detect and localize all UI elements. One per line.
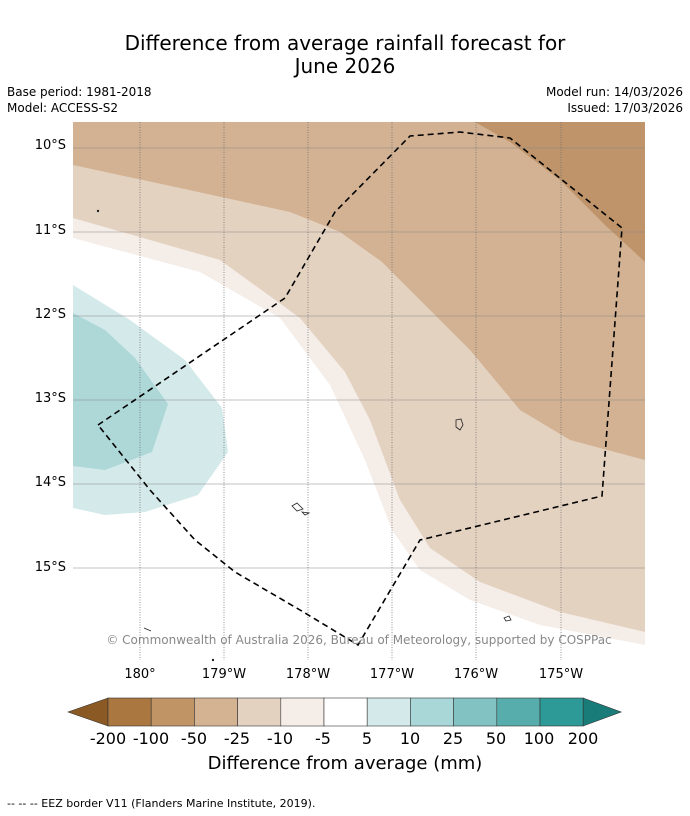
colorbar-swatch-4 [237,697,282,727]
title-line-2: June 2026 [294,54,396,78]
lon-label-177w: 177°W [369,667,415,682]
cb-tick-8: 25 [442,729,464,748]
lon-label-178w: 178°W [285,667,331,682]
base-period: Base period: 1981-2018 [7,85,152,99]
lon-label-179w: 179°W [201,667,247,682]
colorbar-swatch-7 [366,697,411,727]
cb-tick-1: -100 [132,729,170,748]
model-name: Model: ACCESS-S2 [7,101,119,115]
cb-tick-7: 10 [399,729,421,748]
lon-label-176w: 176°W [453,667,499,682]
island-2 [291,502,304,512]
region-plus-25 [73,313,168,470]
cb-tick-3: -25 [223,729,251,748]
colorbar [67,697,623,727]
cb-tick-4: -10 [266,729,294,748]
cb-tick-0: -200 [89,729,127,748]
colorbar-extend-high [582,697,623,727]
eez-legend-note: -- -- -- EEZ border V11 (Flanders Marine… [7,797,316,810]
colorbar-swatch-5 [280,697,325,727]
lat-label-13s: 13°S [34,391,66,406]
colorbar-swatch-8 [410,697,454,727]
island-4 [503,615,512,622]
colorbar-swatch-3 [194,697,238,727]
colorbar-swatch-6 [323,697,368,727]
island-7 [211,658,215,662]
lat-label-10s: 10°S [34,138,66,153]
cb-tick-10: 100 [523,729,555,748]
colorbar-swatch-1 [107,697,152,727]
graticule [73,122,645,660]
lat-label-12s: 12°S [34,307,66,322]
cb-tick-11: 200 [567,729,599,748]
title-line-1: Difference from average rainfall forecas… [124,31,566,55]
lat-label-11s: 11°S [34,223,66,238]
issued-date: Issued: 17/03/2026 [567,101,683,115]
meta-left: Base period: 1981-2018 Model: ACCESS-S2 [7,84,152,116]
cb-tick-2: -50 [180,729,208,748]
island-3 [300,511,311,516]
lat-label-14s: 14°S [34,475,66,490]
copyright-notice: © Commonwealth of Australia 2026, Bureau… [106,633,612,647]
region-minus-100 [475,122,645,262]
colorbar-title: Difference from average (mm) [207,753,483,774]
island-6 [96,209,100,213]
model-run: Model run: 14/03/2026 [545,85,683,99]
colorbar-swatch-11 [539,697,584,727]
eez-border [96,131,623,647]
colorbar-swatch-10 [496,697,541,727]
map-area [73,122,645,660]
lon-label-175w: 175°W [538,667,584,682]
islands [96,209,512,662]
island-1 [455,418,464,431]
colorbar-swatch-2 [150,697,195,727]
colorbar-extend-low [67,697,109,727]
region-minus-50 [73,122,645,460]
cb-tick-6: 5 [361,729,373,748]
island-5 [143,627,152,632]
cb-tick-9: 50 [485,729,507,748]
lon-label-180: 180° [124,667,156,682]
meta-right: Model run: 14/03/2026 Issued: 17/03/2026 [546,84,683,116]
lat-label-15s: 15°S [34,560,66,575]
colorbar-swatch-9 [453,697,498,727]
map-title: Difference from average rainfall forecas… [0,32,690,78]
cb-tick-5: -5 [315,729,331,748]
